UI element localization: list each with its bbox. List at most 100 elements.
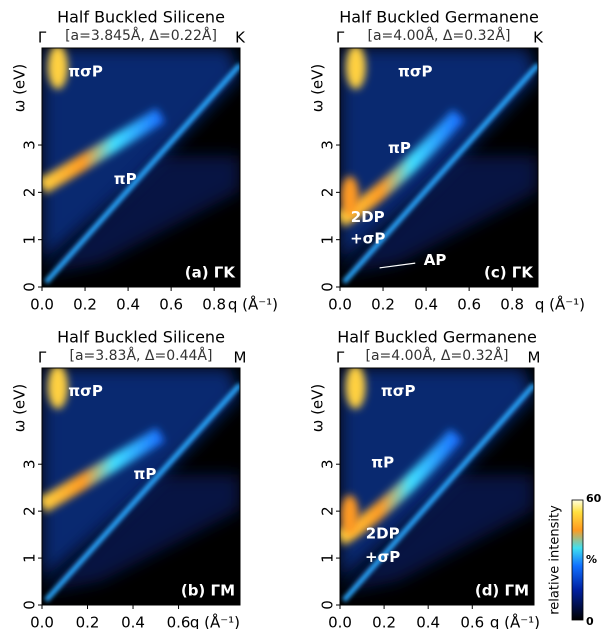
panel-subtitle: [a=3.83Å, Δ=0.44Å] <box>70 347 213 364</box>
y-axis-label: ω (eV) <box>309 384 327 433</box>
y-tick-label: 2 <box>21 506 39 516</box>
pi-plasmon <box>42 427 165 513</box>
pisigma-blob <box>345 368 366 409</box>
glow <box>340 368 534 582</box>
x-tick-label: 0.2 <box>371 296 395 314</box>
x-tick-label: 0.6 <box>159 296 183 314</box>
panel-subtitle: [a=4.00Å, Δ=0.32Å] <box>368 27 511 44</box>
annotation: +σP <box>350 230 385 248</box>
plot-frame <box>339 367 535 606</box>
glow <box>340 48 538 264</box>
x-tick-label: 0.8 <box>500 296 524 314</box>
y-tick-label: 3 <box>21 140 39 150</box>
corner-label: Γ <box>38 349 47 367</box>
annotation: AP <box>424 251 447 269</box>
corner-label: M <box>528 349 541 367</box>
heatmap-layer <box>340 368 534 605</box>
panel-title: Half Buckled Germanene <box>337 328 537 347</box>
panel-label: (a) ΓK <box>185 264 237 282</box>
x-axis-label: q (Å⁻¹) <box>190 613 240 629</box>
x-axis-label: q (Å⁻¹) <box>490 613 540 629</box>
plot-frame <box>41 47 241 288</box>
y-tick-label: 3 <box>319 140 337 150</box>
x-tick-label: 0.2 <box>76 614 100 629</box>
plot-frame <box>339 47 539 288</box>
annotation: πσP <box>68 62 103 80</box>
heatmap: πσP πP (a) ΓK <box>41 47 241 288</box>
annotation: 2DP <box>351 208 385 226</box>
panel-title: Half Buckled Silicene <box>57 8 225 27</box>
x-tick-label: 0.4 <box>416 614 440 629</box>
colorbar-max: 60 <box>586 492 602 505</box>
colorbar-label: relative intensity <box>548 505 563 615</box>
heatmap: πσP πP (b) ΓM <box>41 367 241 606</box>
corner-label: Γ <box>336 29 345 47</box>
heatmap-layer <box>42 48 240 287</box>
panel-subtitle: [a=3.845Å, Δ=0.22Å] <box>65 27 217 44</box>
annotation: +σP <box>365 548 400 566</box>
colorbar-unit: % <box>586 553 597 566</box>
annotation: πP <box>388 139 411 157</box>
annotation: πσP <box>381 382 416 400</box>
y-tick-label: 2 <box>319 506 337 516</box>
low-blob <box>340 176 359 217</box>
x-tick-label: 0.0 <box>30 296 54 314</box>
panel-label: (d) ΓM <box>475 582 529 600</box>
glow <box>42 48 240 264</box>
corner-label: K <box>533 29 544 47</box>
x-tick-label: 0.0 <box>328 614 352 629</box>
annotation: πσP <box>398 62 433 80</box>
pisigma-blob <box>47 48 68 90</box>
corner-label: Γ <box>336 349 345 367</box>
panel-subtitle: [a=4.00Å, Δ=0.32Å] <box>366 347 509 364</box>
panel-label: (b) ΓM <box>181 582 235 600</box>
annotation: 2DP <box>366 524 400 542</box>
dispersion-line <box>44 382 240 602</box>
y-axis-label: ω (eV) <box>309 64 327 113</box>
dispersion-line <box>44 63 240 284</box>
y-tick-label: 2 <box>319 188 337 198</box>
pisigma-blob <box>345 48 366 90</box>
pisigma-blob <box>47 368 68 409</box>
annotation: πσP <box>68 382 103 400</box>
y-tick-label: 0 <box>319 600 337 610</box>
y-tick-label: 0 <box>21 600 39 610</box>
x-tick-label: 0.6 <box>167 614 191 629</box>
glow <box>42 368 240 582</box>
x-tick-label: 0.4 <box>414 296 438 314</box>
x-tick-label: 0.6 <box>457 296 481 314</box>
corner-label: K <box>235 29 246 47</box>
arrow <box>379 262 416 269</box>
heatmap-layer <box>42 368 240 605</box>
dispersion-line <box>342 63 538 284</box>
x-tick-label: 0.0 <box>30 614 54 629</box>
y-axis-label: ω (eV) <box>11 64 29 113</box>
annotation: πP <box>114 170 137 188</box>
y-tick-label: 1 <box>21 553 39 563</box>
heatmap: πσP πP 2DP +σP AP (c) ΓK <box>339 47 539 288</box>
annotation: πP <box>371 453 394 471</box>
low-blob <box>340 494 359 535</box>
heatmap-layer <box>340 48 538 287</box>
y-tick-label: 3 <box>21 459 39 469</box>
glow-low <box>340 474 534 594</box>
x-tick-label: 0.6 <box>460 614 484 629</box>
panel-label: (c) ΓK <box>484 264 534 282</box>
x-axis-label: q (Å⁻¹) <box>535 295 585 314</box>
annotation: πP <box>134 465 157 483</box>
dispersion-line <box>342 382 534 602</box>
heatmap: πσP πP 2DP +σP (d) ΓM <box>339 367 535 606</box>
pi-plasmon <box>42 108 166 194</box>
x-tick-label: 0.2 <box>372 614 396 629</box>
y-tick-label: 1 <box>21 235 39 245</box>
x-tick-label: 0.2 <box>73 296 97 314</box>
y-tick-label: 3 <box>319 459 337 469</box>
x-tick-label: 0.8 <box>202 296 226 314</box>
x-tick-label: 0.4 <box>116 296 140 314</box>
y-tick-label: 2 <box>21 188 39 198</box>
corner-label: M <box>234 349 247 367</box>
y-tick-label: 0 <box>21 282 39 292</box>
colorbar <box>571 499 584 621</box>
x-tick-label: 0.0 <box>328 296 352 314</box>
